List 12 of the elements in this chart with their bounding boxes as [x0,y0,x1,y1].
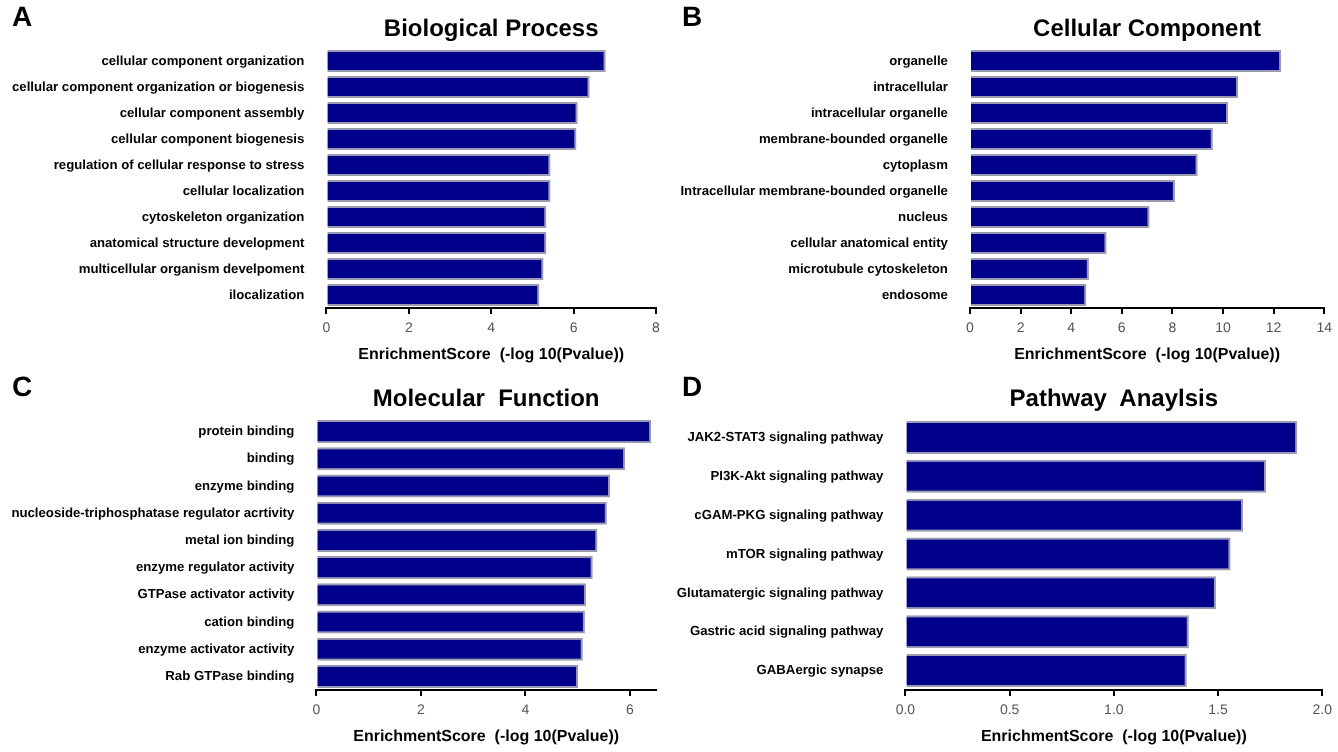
text: C [12,369,33,402]
chart-title: Pathway Anaylsis [1009,384,1219,412]
text: B [682,0,703,32]
chart-title: Cellular Component [1033,14,1262,42]
text: D [682,369,703,402]
x-axis-title: EnrichmentScore (-log 10(Pvalue)) [980,726,1248,745]
x-axis-title: EnrichmentScore (-log 10(Pvalue)) [358,344,625,363]
text: A [12,0,33,32]
x-axis-title: EnrichmentScore (-log 10(Pvalue)) [1014,344,1281,363]
chart-title: Molecular Function [372,384,600,412]
x-axis-title: EnrichmentScore (-log 10(Pvalue)) [353,726,620,745]
chart-title: Biological Process [383,14,600,42]
